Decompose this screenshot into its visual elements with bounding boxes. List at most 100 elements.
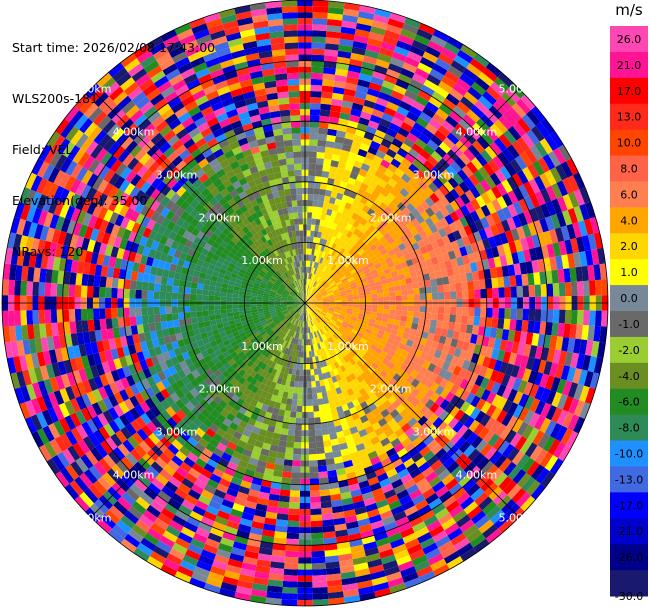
velocity-gate	[266, 318, 274, 324]
velocity-gate	[263, 436, 273, 445]
velocity-gate	[458, 152, 471, 166]
velocity-gate	[489, 327, 498, 339]
velocity-gate	[236, 491, 249, 501]
velocity-gate	[129, 289, 136, 299]
velocity-gate	[404, 56, 420, 68]
velocity-gate	[341, 497, 354, 506]
velocity-gate	[362, 344, 370, 351]
velocity-gate	[257, 291, 264, 296]
velocity-gate	[312, 0, 329, 7]
velocity-gate	[265, 327, 272, 333]
velocity-gate	[215, 281, 223, 288]
velocity-gate	[337, 50, 352, 59]
velocity-gate	[547, 151, 561, 168]
velocity-gate	[339, 398, 347, 406]
velocity-gate	[544, 375, 555, 390]
velocity-gate	[311, 532, 324, 540]
velocity-gate	[529, 145, 543, 161]
velocity-gate	[319, 188, 326, 196]
velocity-gate	[393, 111, 407, 122]
velocity-gate	[367, 166, 378, 176]
velocity-gate	[255, 333, 262, 340]
velocity-gate	[336, 167, 345, 176]
velocity-gate	[383, 153, 394, 164]
velocity-gate	[308, 145, 318, 152]
velocity-gate	[139, 235, 149, 247]
velocity-gate	[51, 269, 59, 284]
velocity-gate	[419, 287, 426, 294]
velocity-gate	[472, 140, 485, 154]
velocity-gate	[364, 310, 372, 316]
velocity-gate	[324, 315, 331, 321]
velocity-gate	[573, 400, 585, 417]
velocity-gate	[397, 127, 410, 138]
velocity-gate	[463, 501, 479, 515]
velocity-gate	[403, 137, 415, 149]
velocity-gate	[222, 417, 233, 428]
velocity-gate	[50, 309, 58, 323]
velocity-gate	[286, 301, 293, 303]
velocity-gate	[283, 574, 298, 582]
velocity-gate	[522, 368, 532, 382]
velocity-gate	[556, 211, 567, 228]
velocity-gate	[428, 96, 443, 109]
velocity-gate	[484, 446, 498, 461]
velocity-gate	[310, 254, 314, 262]
velocity-gate	[151, 417, 163, 429]
velocity-gate	[315, 268, 319, 276]
velocity-gate	[206, 478, 219, 489]
velocity-gate	[448, 222, 459, 233]
velocity-gate	[456, 238, 465, 249]
velocity-gate	[458, 474, 472, 488]
velocity-gate	[496, 196, 508, 210]
velocity-gate	[174, 537, 191, 550]
velocity-gate	[308, 293, 313, 299]
velocity-gate	[50, 283, 58, 297]
velocity-gate	[391, 137, 404, 148]
velocity-gate	[185, 381, 195, 392]
velocity-gate	[256, 497, 269, 506]
velocity-gate	[328, 357, 334, 365]
velocity-gate	[47, 198, 59, 214]
velocity-gate	[268, 300, 275, 303]
velocity-gate	[317, 133, 328, 141]
velocity-gate	[228, 319, 236, 326]
velocity-gate	[271, 549, 286, 557]
velocity-gate	[179, 236, 188, 246]
velocity-gate	[204, 376, 213, 386]
velocity-gate	[75, 356, 85, 371]
velocity-gate	[367, 216, 376, 225]
velocity-gate	[410, 208, 421, 219]
velocity-gate	[230, 547, 246, 557]
velocity-gate	[351, 259, 358, 267]
velocity-gate	[308, 307, 313, 313]
velocity-gate	[443, 313, 450, 322]
velocity-gate	[444, 70, 460, 84]
velocity-gate	[288, 423, 296, 430]
velocity-gate	[349, 365, 357, 373]
velocity-gate	[310, 332, 314, 339]
velocity-gate	[430, 34, 447, 48]
velocity-gate	[355, 215, 364, 224]
velocity-gate	[333, 277, 340, 283]
velocity-gate	[169, 263, 178, 272]
velocity-gate	[207, 532, 223, 543]
velocity-gate	[330, 407, 338, 415]
velocity-gate	[572, 222, 582, 238]
velocity-gate	[534, 175, 546, 191]
velocity-gate	[98, 351, 108, 364]
velocity-gate	[489, 468, 504, 483]
velocity-gate	[442, 344, 451, 354]
velocity-gate	[105, 276, 113, 288]
velocity-gate	[339, 290, 347, 295]
velocity-gate	[153, 232, 163, 243]
velocity-gate	[384, 373, 393, 383]
velocity-gate	[407, 288, 414, 295]
velocity-gate	[229, 552, 245, 563]
velocity-gate	[397, 342, 406, 350]
velocity-gate	[330, 317, 337, 322]
velocity-gate	[265, 316, 273, 322]
velocity-gate	[322, 434, 331, 442]
velocity-gate	[487, 236, 497, 248]
velocity-gate	[312, 206, 318, 213]
